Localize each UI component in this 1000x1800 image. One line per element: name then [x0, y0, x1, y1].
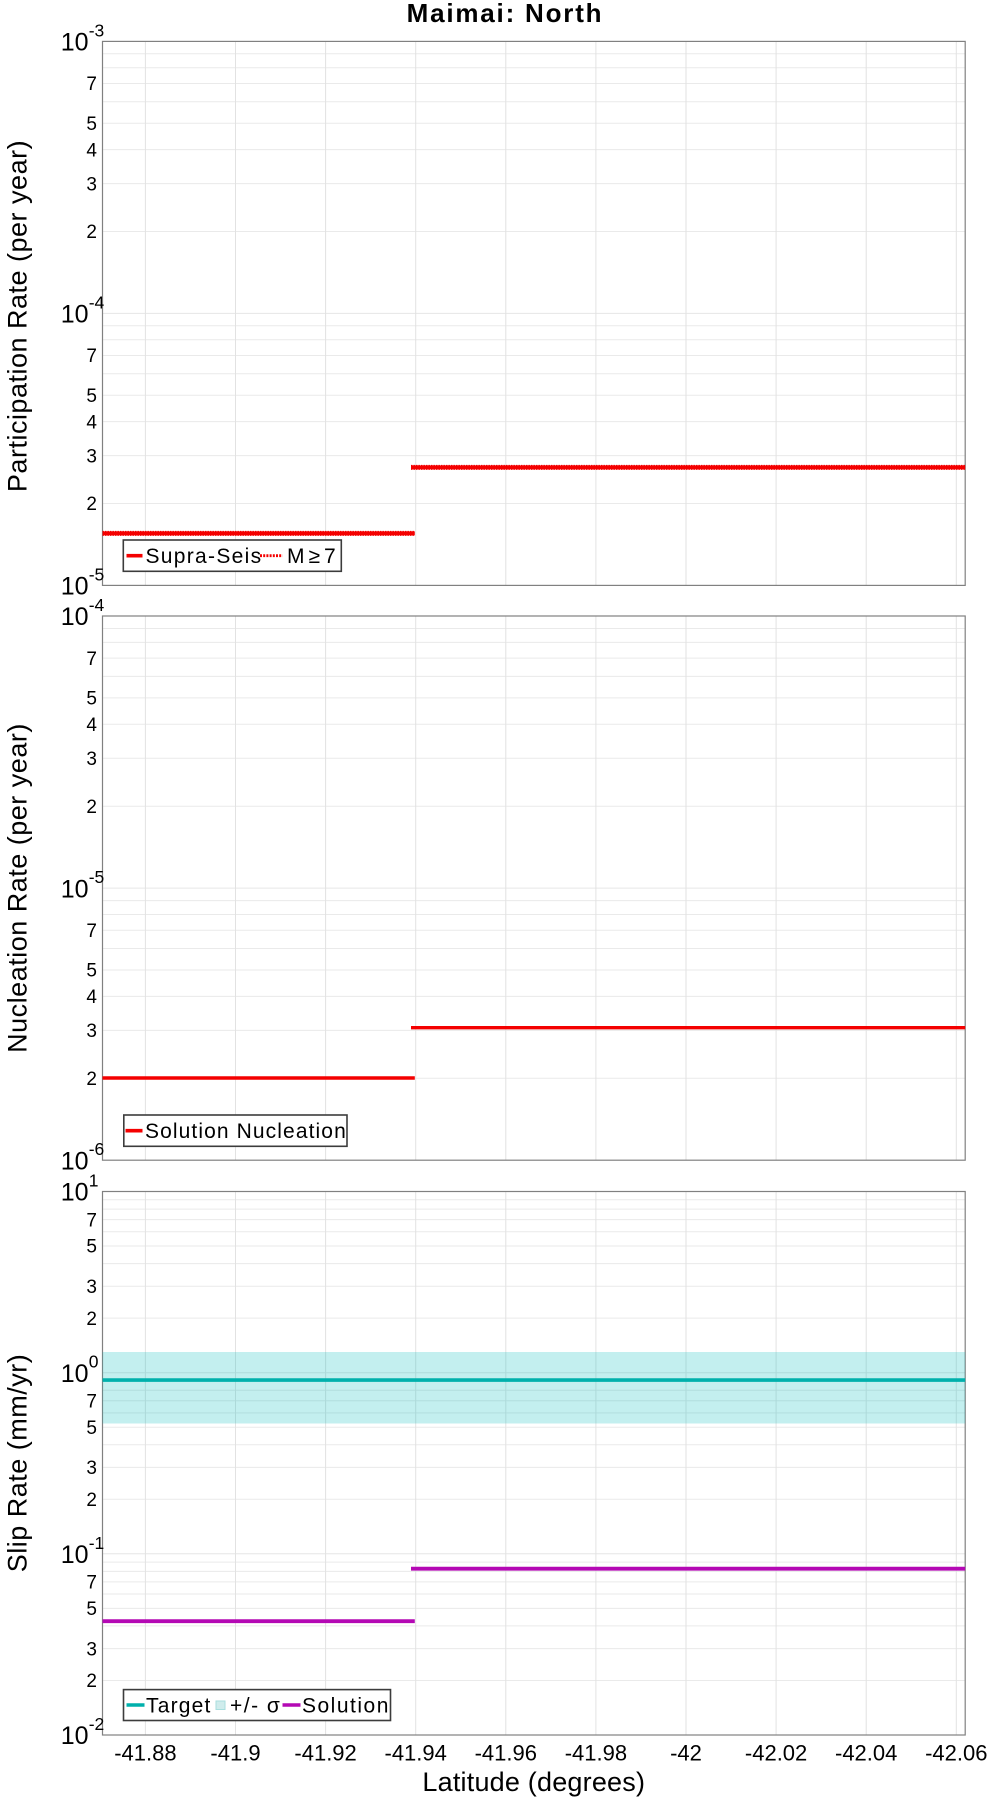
svg-text:2: 2: [86, 797, 97, 818]
svg-text:3: 3: [86, 749, 97, 770]
svg-text:2: 2: [86, 1309, 97, 1330]
svg-text:5: 5: [86, 1418, 97, 1439]
svg-text:Latitude (degrees): Latitude (degrees): [422, 1767, 645, 1797]
svg-text:2: 2: [86, 1490, 97, 1511]
svg-text:7: 7: [86, 1391, 97, 1412]
svg-text:M≥7: M≥7: [287, 545, 340, 568]
svg-text:Target: Target: [146, 1695, 212, 1718]
svg-text:-41.9: -41.9: [210, 1741, 260, 1766]
svg-text:7: 7: [86, 921, 97, 942]
svg-text:7: 7: [86, 1210, 97, 1231]
svg-text:10: 10: [61, 1179, 89, 1207]
svg-text:10: 10: [61, 603, 89, 631]
svg-text:-4: -4: [89, 595, 105, 615]
svg-text:-3: -3: [89, 20, 105, 40]
svg-text:3: 3: [86, 1639, 97, 1660]
svg-text:-41.88: -41.88: [114, 1741, 176, 1766]
svg-text:7: 7: [86, 74, 97, 95]
svg-text:10: 10: [61, 301, 89, 329]
svg-text:3: 3: [86, 1277, 97, 1298]
svg-text:Participation Rate (per year): Participation Rate (per year): [2, 140, 32, 492]
svg-text:3: 3: [86, 1458, 97, 1479]
svg-text:+/- σ: +/- σ: [230, 1695, 281, 1718]
svg-text:-42.06: -42.06: [925, 1741, 987, 1766]
svg-text:-41.92: -41.92: [294, 1741, 356, 1766]
svg-text:10: 10: [61, 1360, 89, 1388]
svg-text:2: 2: [86, 494, 97, 515]
svg-text:2: 2: [86, 1069, 97, 1090]
svg-text:10: 10: [61, 573, 89, 601]
svg-text:7: 7: [86, 1573, 97, 1594]
svg-text:4: 4: [86, 412, 97, 433]
svg-text:-41.96: -41.96: [475, 1741, 537, 1766]
svg-text:10: 10: [61, 1722, 89, 1750]
svg-text:4: 4: [86, 987, 97, 1008]
svg-text:-41.98: -41.98: [565, 1741, 627, 1766]
svg-text:-42.02: -42.02: [745, 1741, 807, 1766]
svg-text:Solution: Solution: [302, 1695, 390, 1718]
svg-text:1: 1: [89, 1171, 99, 1191]
svg-text:-1: -1: [89, 1533, 105, 1553]
svg-text:0: 0: [89, 1352, 99, 1372]
svg-text:-42: -42: [670, 1741, 702, 1766]
svg-text:5: 5: [86, 1599, 97, 1620]
svg-text:10: 10: [61, 29, 89, 57]
svg-text:Solution Nucleation: Solution Nucleation: [145, 1120, 347, 1143]
svg-text:4: 4: [86, 140, 97, 161]
svg-text:-5: -5: [89, 867, 105, 887]
svg-text:7: 7: [86, 346, 97, 367]
svg-text:Maimai: North: Maimai: North: [407, 0, 604, 28]
svg-text:3: 3: [86, 1021, 97, 1042]
svg-text:10: 10: [61, 1147, 89, 1175]
svg-text:Supra-Seis: Supra-Seis: [146, 545, 263, 568]
svg-text:5: 5: [86, 961, 97, 982]
svg-text:5: 5: [86, 114, 97, 135]
svg-text:10: 10: [61, 875, 89, 903]
svg-text:5: 5: [86, 386, 97, 407]
svg-text:-4: -4: [89, 292, 105, 312]
svg-text:2: 2: [86, 1671, 97, 1692]
svg-text:7: 7: [86, 649, 97, 670]
svg-text:5: 5: [86, 689, 97, 710]
svg-text:10: 10: [61, 1541, 89, 1569]
svg-text:-2: -2: [89, 1714, 105, 1734]
svg-text:-42.04: -42.04: [835, 1741, 897, 1766]
svg-text:Slip Rate (mm/yr): Slip Rate (mm/yr): [2, 1354, 32, 1573]
svg-text:-5: -5: [89, 564, 105, 584]
svg-text:3: 3: [86, 174, 97, 195]
svg-text:5: 5: [86, 1237, 97, 1258]
svg-text:4: 4: [86, 715, 97, 736]
svg-text:-6: -6: [89, 1139, 105, 1159]
svg-text:2: 2: [86, 222, 97, 243]
svg-text:Nucleation Rate (per year): Nucleation Rate (per year): [2, 723, 32, 1053]
svg-text:3: 3: [86, 446, 97, 467]
svg-text:-41.94: -41.94: [385, 1741, 447, 1766]
